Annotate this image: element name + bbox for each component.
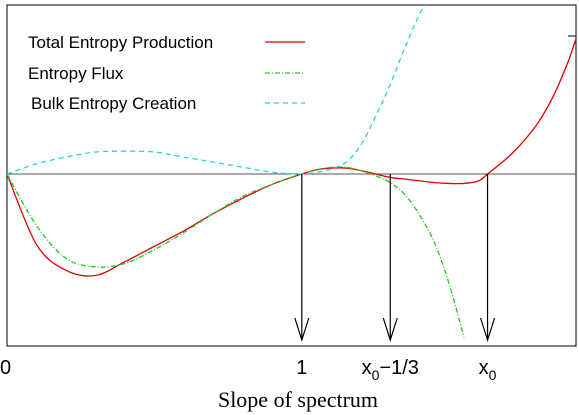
- series-line-3: [7, 5, 427, 175]
- legend-label-3: Bulk Entropy Creation: [31, 94, 196, 113]
- down-arrow-1: [294, 174, 310, 342]
- arrow-head: [479, 317, 496, 342]
- x-tick-label-1: 0: [0, 357, 11, 379]
- arrow-head: [382, 317, 398, 342]
- x-tick-label-3: x0−1/3: [362, 357, 419, 383]
- arrow-head: [294, 317, 310, 342]
- series-group: [7, 5, 576, 338]
- down-arrow-2: [382, 174, 398, 342]
- arrows-group: [294, 174, 496, 342]
- x-axis-label: Slope of spectrum: [218, 387, 378, 412]
- x-tick-labels: 0 1 x0−1/3 x0: [0, 357, 497, 383]
- x-tick-label-2: 1: [296, 357, 307, 379]
- legend-label-1: Total Entropy Production: [28, 33, 213, 52]
- legend: Total Entropy Production Entropy Flux Bulk…: [28, 33, 305, 113]
- series-line-2: [7, 166, 465, 338]
- legend-label-2: Entropy Flux: [28, 64, 124, 83]
- down-arrow-3: [479, 174, 496, 342]
- plot-frame: [6, 4, 577, 347]
- plot-border: [6, 4, 577, 347]
- x-tick-label-4: x0: [479, 357, 497, 383]
